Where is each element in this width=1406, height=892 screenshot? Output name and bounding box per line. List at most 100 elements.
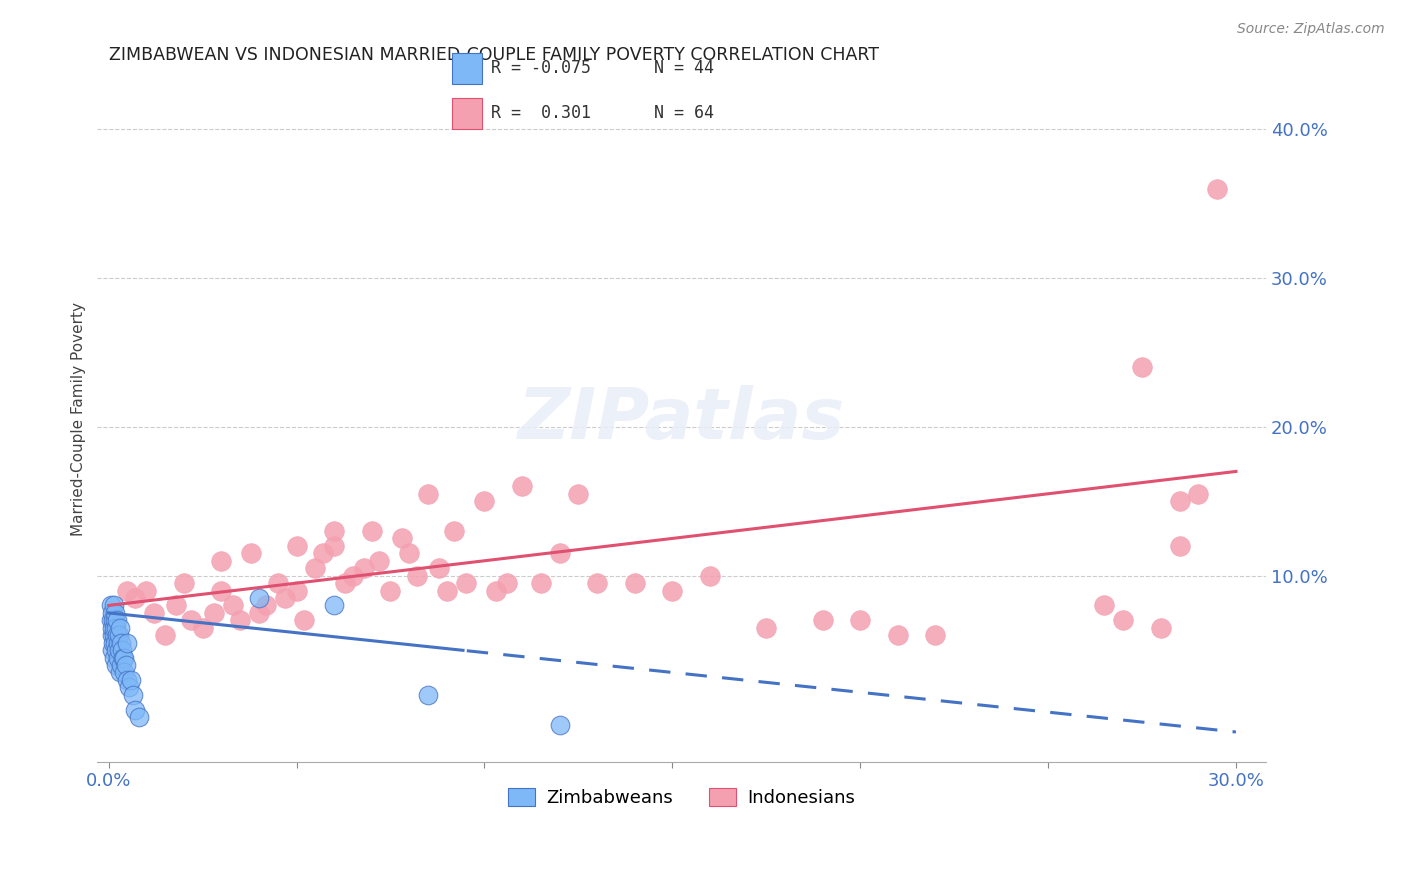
Point (353, 561, 375, 575)
Point (101, 635, 124, 649)
Point (887, 628, 910, 642)
Point (548, 717, 571, 731)
Point (304, 561, 326, 575)
Point (256, 599, 278, 613)
Point (101, 621, 124, 635)
Point (1206, 181, 1229, 195)
Point (267, 576, 290, 591)
Point (391, 532, 413, 546)
Point (292, 613, 315, 627)
Point (849, 613, 872, 627)
Point (105, 658, 128, 673)
Point (105, 621, 128, 635)
Point (111, 650, 134, 665)
Point (115, 673, 138, 687)
Point (496, 576, 519, 591)
Point (221, 599, 243, 613)
Point (229, 613, 252, 627)
Point (699, 568, 721, 582)
Point (443, 524, 465, 538)
Point (107, 650, 129, 665)
Point (104, 613, 127, 627)
Point (103, 628, 125, 642)
Point (510, 479, 533, 493)
Point (114, 658, 136, 673)
Point (1168, 539, 1191, 553)
Point (368, 554, 391, 568)
Point (103, 621, 125, 635)
Point (101, 613, 124, 627)
Point (427, 561, 450, 575)
Point (107, 635, 129, 649)
Point (285, 539, 308, 553)
Point (1168, 494, 1191, 508)
Point (202, 606, 225, 620)
Legend: Zimbabweans, Indonesians: Zimbabweans, Indonesians (501, 780, 862, 814)
Point (586, 576, 609, 591)
Point (110, 658, 132, 673)
Point (120, 673, 142, 687)
Point (567, 487, 589, 501)
Point (661, 583, 683, 598)
Point (108, 643, 131, 657)
Point (323, 524, 346, 538)
Point (405, 568, 427, 582)
Point (209, 583, 232, 598)
Point (112, 665, 135, 680)
Point (101, 643, 124, 657)
Text: N = 64: N = 64 (655, 104, 714, 122)
Point (191, 621, 214, 635)
Point (117, 635, 139, 649)
Point (416, 688, 439, 702)
Point (108, 665, 131, 680)
Text: Source: ZipAtlas.com: Source: ZipAtlas.com (1237, 22, 1385, 37)
Point (180, 613, 202, 627)
Text: N = 44: N = 44 (655, 59, 714, 77)
Point (454, 576, 477, 591)
Point (623, 576, 645, 591)
Point (117, 583, 139, 598)
Point (108, 621, 131, 635)
Bar (451, 98, 482, 129)
Point (103, 650, 125, 665)
Point (360, 524, 382, 538)
Point (416, 487, 439, 501)
Point (100, 628, 122, 642)
Point (274, 591, 297, 605)
Point (755, 621, 778, 635)
Point (124, 703, 146, 717)
Point (323, 599, 346, 613)
Point (312, 546, 335, 560)
Point (111, 643, 134, 657)
Point (103, 599, 125, 613)
Text: ZIPatlas: ZIPatlas (517, 384, 845, 454)
Point (285, 583, 308, 598)
Point (530, 576, 553, 591)
Point (1112, 613, 1135, 627)
Point (124, 591, 146, 605)
Point (485, 583, 508, 598)
Point (247, 606, 270, 620)
Point (924, 628, 946, 642)
Point (100, 599, 122, 613)
Point (101, 606, 124, 620)
Point (1187, 487, 1209, 501)
Point (128, 710, 150, 724)
Point (380, 583, 402, 598)
Point (1150, 621, 1173, 635)
Point (105, 613, 128, 627)
Point (153, 628, 176, 642)
Point (104, 606, 127, 620)
Point (112, 650, 135, 665)
Bar (451, 53, 482, 84)
Point (247, 591, 270, 605)
Point (474, 494, 496, 508)
Point (342, 568, 364, 582)
Point (1094, 599, 1116, 613)
Text: R =  0.301: R = 0.301 (491, 104, 592, 122)
Point (165, 599, 187, 613)
Point (107, 628, 129, 642)
Point (118, 681, 141, 695)
Point (811, 613, 834, 627)
Point (398, 546, 420, 560)
